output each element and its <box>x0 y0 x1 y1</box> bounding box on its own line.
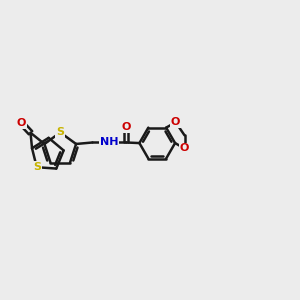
Text: O: O <box>121 122 131 132</box>
Text: O: O <box>180 143 189 153</box>
Text: O: O <box>171 117 180 127</box>
Text: S: S <box>33 162 41 172</box>
Text: S: S <box>56 128 64 137</box>
Text: NH: NH <box>100 137 118 148</box>
Text: O: O <box>17 118 26 128</box>
